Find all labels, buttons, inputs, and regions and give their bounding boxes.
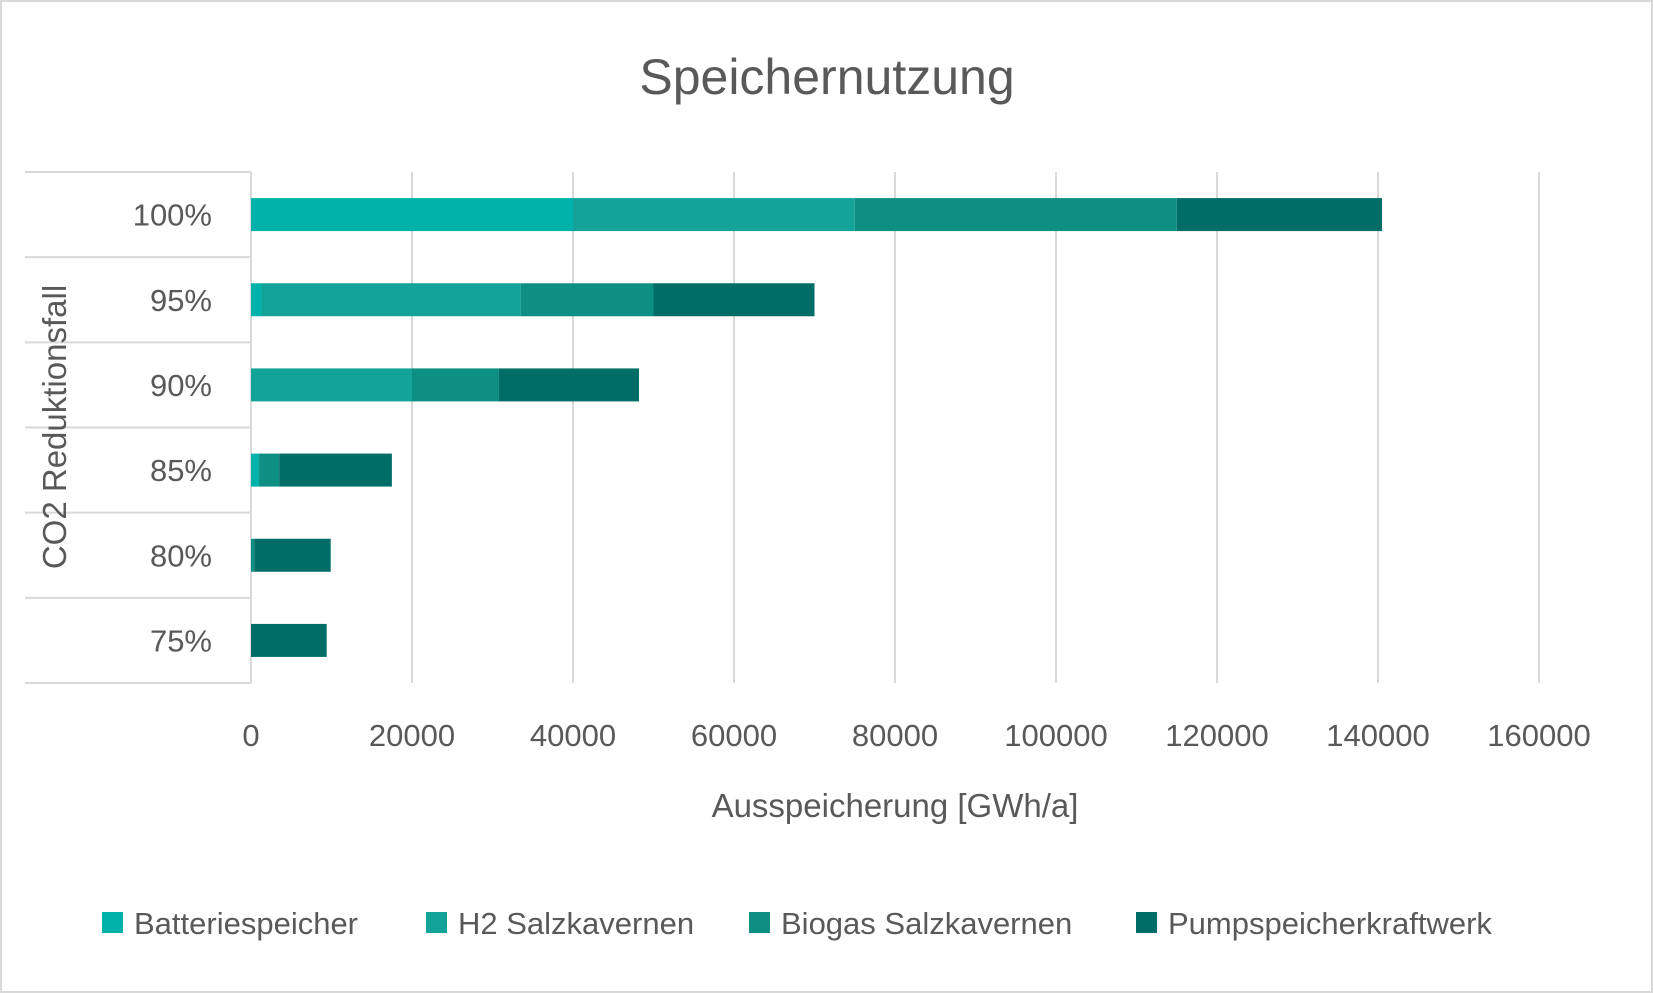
bar-segment	[251, 623, 327, 657]
bar-segment	[261, 283, 521, 317]
legend-swatch	[749, 912, 770, 933]
y-tick-label: 100%	[133, 198, 212, 233]
x-tick-labels: 0 20000 40000 60000 80000 100000 120000 140000 1…	[242, 718, 1590, 753]
bars	[251, 198, 1383, 657]
legend-label: H2 Salzkavernen	[458, 906, 694, 941]
x-tick-label: 20000	[369, 718, 455, 753]
bar-segment	[520, 283, 654, 317]
x-tick-label: 80000	[852, 718, 938, 753]
y-tick-label: 95%	[150, 283, 212, 318]
bar-segment	[653, 283, 815, 317]
x-tick-label: 40000	[530, 718, 616, 753]
legend-swatch	[426, 912, 447, 933]
y-tick-label: 90%	[150, 368, 212, 403]
legend-swatch	[102, 912, 123, 933]
bar-segment	[412, 368, 499, 402]
bar-segment	[279, 453, 392, 487]
bar-segment	[573, 198, 855, 232]
x-tick-label: 140000	[1326, 718, 1429, 753]
bar-segment	[854, 198, 1177, 232]
x-tick-label: 100000	[1004, 718, 1107, 753]
bar-segment	[251, 368, 412, 402]
bar-segment	[251, 538, 255, 572]
y-tick-label: 75%	[150, 623, 212, 658]
x-tick-label: 60000	[691, 718, 777, 753]
y-tick-label: 80%	[150, 538, 212, 573]
bar-segment	[498, 368, 640, 402]
legend-label: Pumpspeicherkraftwerk	[1168, 906, 1492, 941]
legend-swatch	[1136, 912, 1157, 933]
gridlines	[411, 172, 1540, 683]
bar-segment	[1176, 198, 1383, 232]
x-tick-label: 0	[242, 718, 259, 753]
bar-segment	[251, 283, 262, 317]
y-tick-label: 85%	[150, 453, 212, 488]
axes	[25, 171, 252, 684]
chart-title: Speichernutzung	[639, 49, 1014, 105]
x-tick-label: 160000	[1487, 718, 1590, 753]
bar-segment	[251, 453, 260, 487]
x-axis-label: Ausspeicherung [GWh/a]	[712, 787, 1079, 824]
bar-segment	[251, 198, 573, 232]
y-tick-labels: 100% 95% 90% 85% 80% 75%	[133, 198, 212, 659]
y-axis-label: CO2 Reduktionsfall	[36, 285, 73, 569]
legend: Batteriespeicher H2 Salzkavernen Biogas Sa…	[102, 906, 1492, 941]
legend-label: Biogas Salzkavernen	[781, 906, 1072, 941]
bar-segment	[254, 538, 331, 572]
bar-segment	[259, 453, 280, 487]
x-tick-label: 120000	[1165, 718, 1268, 753]
legend-label: Batteriespeicher	[134, 906, 358, 941]
